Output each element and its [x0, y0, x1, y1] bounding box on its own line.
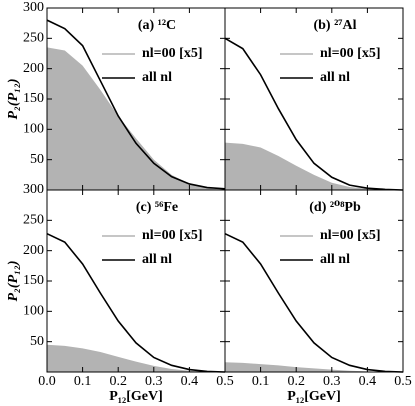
x-axis-label: P₁₂[GeV] [109, 389, 162, 404]
frame [224, 189, 404, 373]
x-tick-label: 0.5 [394, 374, 412, 389]
x-tick-label: 0.0 [38, 374, 56, 389]
y-axis-label: P₂(P₁₂) [6, 260, 21, 301]
y-tick-label: 300 [23, 182, 44, 197]
y-tick-label: 250 [23, 31, 44, 46]
x-tick-label: 0.2 [109, 374, 127, 389]
x-tick-label: 0.4 [181, 374, 199, 389]
x-tick-label: 0.3 [323, 374, 341, 389]
line [224, 37, 404, 191]
legend-label: all nl [320, 70, 350, 85]
x-tick-label: 0.1 [252, 374, 270, 389]
legend-label: all nl [142, 70, 172, 85]
legend-label: nl=00 [x5] [320, 46, 380, 61]
y-tick-label: 200 [23, 61, 44, 76]
frame [46, 189, 226, 373]
y-axis-label: P₂(P₁₂) [6, 78, 21, 119]
legend-label: nl=00 [x5] [142, 46, 202, 61]
y-tick-label: 100 [23, 122, 44, 137]
y-tick-label: 50 [30, 334, 44, 349]
x-axis-label: P₁₂[GeV] [287, 389, 340, 404]
panel-label: (b) ²⁷Al [313, 18, 356, 33]
x-tick-label: 0.5 [216, 374, 234, 389]
x-tick-label: 0.4 [359, 374, 377, 389]
area [225, 362, 403, 372]
panel-label: (a) ¹²C [138, 18, 176, 33]
line [46, 232, 226, 373]
x-tick-label: 0.1 [74, 374, 92, 389]
y-tick-label: 250 [23, 213, 44, 228]
legend-label: nl=00 [x5] [320, 228, 380, 243]
area [225, 142, 403, 190]
y-tick-label: 300 [23, 0, 44, 15]
panel-label: (d) ²⁰⁸Pb [309, 200, 361, 215]
line [224, 232, 404, 373]
y-tick-label: 50 [30, 152, 44, 167]
panel-label: (c) ⁵⁶Fe [136, 200, 178, 215]
legend-label: nl=00 [x5] [142, 228, 202, 243]
y-tick-label: 200 [23, 243, 44, 258]
x-tick-label: 0.3 [145, 374, 163, 389]
y-tick-label: 150 [23, 91, 44, 106]
x-tick-label: 0.2 [287, 374, 305, 389]
legend-label: all nl [142, 252, 172, 267]
y-tick-label: 150 [23, 273, 44, 288]
y-tick-label: 100 [23, 304, 44, 319]
area [47, 344, 225, 372]
area [47, 47, 225, 190]
legend-label: all nl [320, 252, 350, 267]
line [46, 19, 226, 190]
